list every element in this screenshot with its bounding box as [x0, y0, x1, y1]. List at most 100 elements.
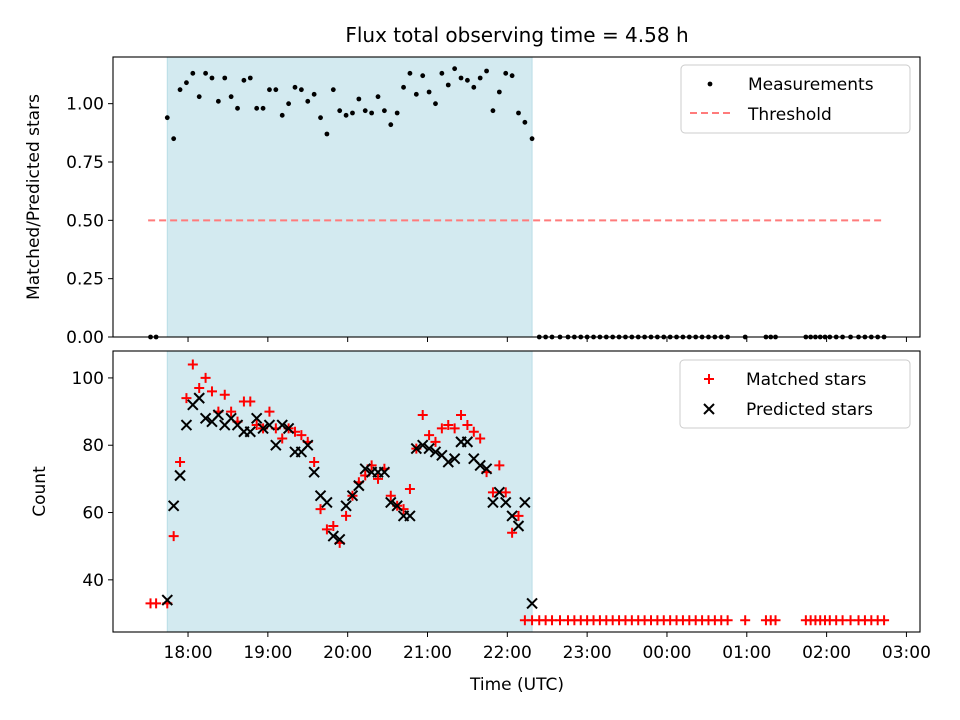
predicted-star-point — [391, 500, 403, 512]
predicted-star-point — [404, 510, 416, 522]
y-tick-label: 40 — [82, 571, 104, 591]
measurement-point — [407, 70, 413, 76]
measurement-point — [381, 108, 387, 114]
measurement-point — [375, 94, 381, 100]
measurement-point — [477, 75, 483, 81]
measurement-point — [292, 84, 298, 90]
x-tick-label: 21:00 — [403, 643, 452, 663]
y-tick-label: 1.00 — [66, 95, 104, 115]
chart-title: Flux total observing time = 4.58 h — [345, 23, 688, 47]
measurement-point — [350, 110, 355, 116]
count-axes-frame — [112, 350, 921, 633]
predicted-star-point — [244, 426, 257, 438]
measurement-point — [471, 84, 477, 90]
matched-star-point — [277, 433, 288, 444]
predicted-star-point — [167, 500, 180, 512]
matched-star-point — [494, 460, 505, 471]
measurement-point — [273, 87, 279, 93]
predicted-star-point — [276, 419, 288, 431]
measurement-point — [343, 112, 349, 118]
matched-star-point — [770, 615, 781, 626]
matched-star-point — [456, 409, 467, 420]
matched-star-point — [200, 372, 211, 383]
measurement-point — [215, 98, 221, 104]
measurements-legend-marker — [707, 81, 713, 87]
matched-star-point — [181, 393, 192, 404]
matched-star-point — [168, 531, 179, 542]
predicted-star-point — [461, 436, 474, 448]
x-tick-label: 22:00 — [483, 643, 532, 663]
predicted-star-point — [423, 442, 435, 455]
measurement-point — [267, 87, 272, 93]
measurement-point — [260, 105, 266, 111]
matched-star-point — [443, 420, 454, 431]
measurement-point — [490, 108, 496, 114]
measurement-point — [401, 84, 406, 90]
measurement-point — [222, 75, 228, 81]
matched-star-point — [404, 483, 415, 494]
measurement-point — [164, 115, 170, 121]
x-tick-label: 23:00 — [563, 643, 612, 663]
measurement-point — [503, 70, 509, 76]
x-tick-label: 01:00 — [722, 643, 771, 663]
predicted-star-point — [526, 597, 538, 610]
measurement-point — [356, 96, 362, 102]
predicted-star-point — [321, 496, 333, 509]
measurement-point — [318, 115, 323, 121]
measurement-point — [324, 131, 330, 137]
y-tick-label: 100 — [72, 369, 104, 389]
measurement-point — [439, 70, 445, 76]
x-tick-label: 18:00 — [164, 643, 213, 663]
predicted-legend-marker-glyph — [703, 403, 715, 415]
matched-star-point — [187, 359, 198, 370]
measurement-point — [171, 136, 177, 142]
measurement-point — [177, 87, 183, 93]
x-tick-label: 20:00 — [323, 643, 372, 663]
measurement-point — [196, 94, 202, 100]
matched-star-point — [513, 510, 524, 521]
measurement-point — [522, 119, 528, 125]
matched-star-point — [219, 389, 230, 400]
measurement-point — [529, 136, 535, 142]
x-tick-label: 19:00 — [243, 643, 292, 663]
matched-star-point — [449, 423, 460, 434]
matched-star-point — [321, 524, 332, 535]
measurement-point — [337, 108, 343, 114]
predicted-star-point — [448, 452, 461, 465]
threshold-legend-label: Threshold — [747, 105, 832, 125]
matched-star-point — [487, 487, 498, 498]
measurement-point — [330, 87, 336, 93]
matched-star-point — [430, 436, 441, 447]
measurement-point — [394, 110, 400, 116]
ratio-y-axis-label: Matched/Predicted stars — [24, 94, 44, 300]
count-x-ticks: 18:00 19:00 20:00 21:00 22:00 23:00 00:00 01:00… — [164, 632, 931, 663]
ratio-panel: 0.00 0.25 0.50 0.75 1.00 Matched/Predicted s… — [24, 56, 921, 348]
measurement-point — [420, 73, 426, 79]
matched-star-point — [475, 433, 486, 444]
measurement-point — [286, 101, 292, 107]
y-tick-label: 0.75 — [66, 153, 104, 173]
measurement-point — [433, 101, 438, 107]
matched-star-point — [462, 420, 473, 431]
matched-star-point — [151, 598, 162, 609]
measurement-point — [509, 73, 515, 79]
measurement-point — [362, 108, 368, 114]
count-y-axis-label: Count — [30, 466, 50, 517]
predicted-star-point — [474, 459, 486, 472]
predicted-star-point — [506, 510, 518, 522]
matched-star-point — [879, 615, 890, 626]
predicted-star-point — [193, 392, 205, 404]
y-tick-label: 80 — [82, 436, 104, 456]
predicted-star-point — [282, 422, 295, 435]
predicted-star-point — [417, 439, 429, 451]
predicted-star-point — [512, 520, 525, 532]
matched-star-point — [740, 615, 751, 626]
predicted-legend-label: Predicted stars — [746, 400, 873, 420]
measurement-point — [369, 110, 375, 116]
matched-star-point — [206, 386, 217, 397]
matched-legend-label: Matched stars — [746, 370, 866, 390]
predicted-star-point — [257, 422, 269, 435]
measurement-point — [452, 66, 458, 72]
predicted-star-point — [302, 439, 314, 451]
